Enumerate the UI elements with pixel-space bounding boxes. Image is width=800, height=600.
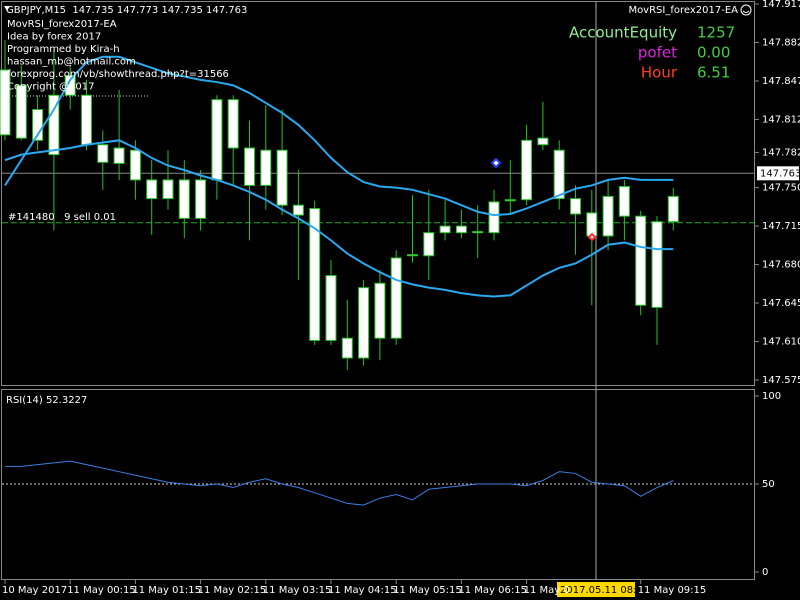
candle-body	[129, 149, 141, 181]
candle-body	[341, 337, 353, 359]
buy-arrow	[490, 157, 502, 169]
candle-body	[390, 257, 402, 339]
rsi-line	[5, 460, 674, 506]
info-value: 0.00	[697, 44, 730, 62]
candle-body	[309, 207, 321, 341]
time-label: 11 May 02:15	[198, 585, 267, 596]
candle-body	[178, 179, 190, 219]
price-tick-label: 147.610	[762, 337, 800, 348]
ma-upper	[4, 55, 674, 217]
sell-arrow	[587, 232, 597, 242]
note-line: Copyright @2017	[7, 82, 95, 93]
info-label: Hour	[641, 64, 678, 82]
rsi-tick-label: 100	[762, 391, 781, 402]
current-price-box	[757, 166, 799, 181]
info-label: AccountEquity	[569, 24, 677, 42]
candle-body	[211, 99, 223, 181]
time-label: 11 May 00:15	[67, 585, 136, 596]
candle-body	[227, 99, 239, 149]
candle-body	[260, 149, 272, 186]
candle-body	[195, 179, 207, 219]
info-value: 6.51	[697, 64, 730, 82]
note-line: hassan_mb@hotmail.com	[7, 57, 136, 68]
candle-body	[439, 225, 451, 234]
time-label: 11 May 06:15	[458, 585, 527, 596]
price-tick-label: 147.812	[762, 114, 800, 125]
candle-body	[81, 94, 92, 146]
candle-body	[651, 221, 663, 308]
candle-body	[504, 199, 516, 202]
candle-body	[586, 212, 598, 237]
candle-body	[602, 195, 614, 237]
symbol-line: GBPJPY,M15 147.735 147.773 147.735 147.7…	[6, 5, 247, 16]
time-label: 11 May 05:15	[393, 585, 462, 596]
price-tick-label: 147.575	[762, 375, 800, 386]
price-tick-label: 147.750	[762, 183, 800, 194]
price-tick-label: 147.847	[762, 76, 800, 87]
candle-body	[0, 69, 11, 136]
rsi-tick-label: 50	[762, 479, 775, 490]
candle-body	[407, 254, 418, 257]
candle-body	[64, 74, 76, 96]
smiley-mouth	[742, 10, 750, 13]
main-panel-frame	[1, 1, 755, 386]
candle-body	[244, 147, 255, 186]
current-price-label: 147.763	[760, 168, 800, 179]
cursor-time-box	[557, 582, 635, 597]
order-label: #141480 9 sell 0.01	[8, 212, 116, 223]
candle-body	[162, 179, 174, 200]
candle-body	[635, 215, 647, 306]
note-line: Programmed by Kira-h	[7, 44, 120, 55]
smiley-icon	[740, 4, 752, 16]
price-tick-label: 147.882	[762, 37, 800, 48]
candle-body	[455, 225, 467, 234]
candle-body	[553, 149, 565, 200]
time-label: 11 May 01:15	[132, 585, 201, 596]
candle-body	[423, 232, 435, 257]
candle-body	[570, 198, 581, 215]
candle-body	[276, 149, 288, 206]
rsi-tick-label: 0	[762, 567, 768, 578]
note-line: Idea by forex 2017	[7, 32, 101, 43]
ea-name: MovRSI_forex2017-EA	[628, 5, 738, 16]
candle-body	[537, 137, 549, 146]
candle-body	[32, 109, 44, 141]
candle-body	[488, 201, 500, 234]
time-label: 11 May 03:15	[263, 585, 332, 596]
ma-lower	[4, 139, 674, 298]
price-tick-label: 147.645	[762, 298, 800, 309]
time-label: 10 May 2017	[2, 585, 67, 596]
candle-body	[15, 84, 27, 139]
price-tick-label: 147.680	[762, 260, 800, 271]
candle-body	[292, 204, 304, 216]
candle-body	[97, 144, 109, 163]
note-line: forexprog.com/vb/showthread.php?t=31566	[7, 69, 229, 80]
rsi-panel-frame	[1, 389, 755, 580]
candle-body	[618, 186, 630, 217]
candle-body	[146, 179, 158, 200]
note-line: MovRSI_forex2017-EA	[7, 19, 117, 30]
candle-body	[48, 94, 60, 156]
info-value: 1257	[697, 24, 735, 42]
candle-body	[472, 231, 484, 234]
dropdown-icon	[4, 6, 10, 11]
candle-body	[521, 139, 533, 201]
price-tick-label: 147.715	[762, 221, 800, 232]
candle-body	[358, 287, 370, 359]
candle-body	[325, 275, 337, 341]
price-tick-label: 147.917	[762, 0, 800, 10]
candle-body	[667, 195, 679, 223]
info-label: pofet	[638, 44, 677, 62]
time-label: 11 May 04:15	[328, 585, 397, 596]
time-label: 11 May 09:15	[638, 585, 707, 596]
cursor-time: 2017.05.11 08:30	[560, 585, 649, 596]
candle-body	[374, 282, 386, 339]
price-tick-label: 147.782	[762, 147, 800, 158]
candle-body	[113, 147, 125, 164]
rsi-title: RSI(14) 52.3227	[6, 395, 87, 406]
time-label: 11 May 0	[524, 585, 570, 596]
